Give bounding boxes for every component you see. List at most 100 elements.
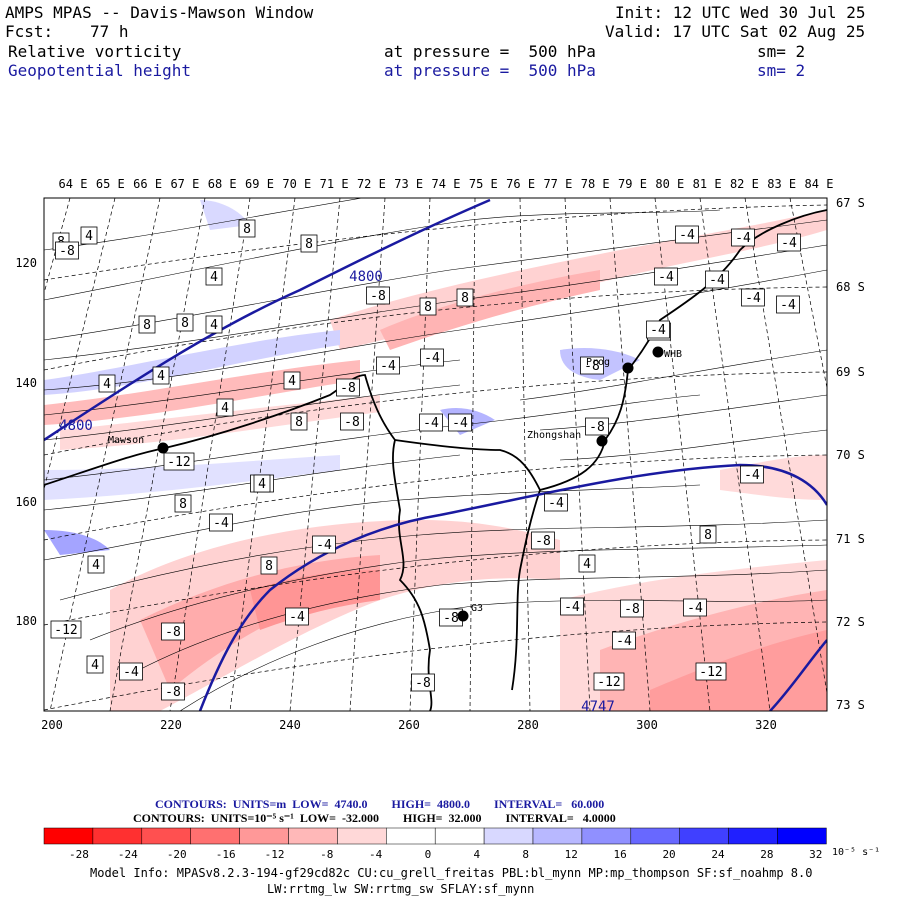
vorticity-label-text: -8 xyxy=(165,685,181,700)
vorticity-label-text: 8 xyxy=(424,300,432,315)
vorticity-contour-label: -4 xyxy=(420,348,444,367)
vorticity-contour-label: 8 xyxy=(699,525,717,544)
vorticity-label-box xyxy=(50,620,82,639)
station-dot xyxy=(596,435,608,447)
station-dot xyxy=(157,442,169,454)
top-axis-label: 79 E xyxy=(618,177,647,191)
vorticity-label-box xyxy=(119,662,143,681)
vorticity-label-text: -4 xyxy=(380,359,396,374)
vorticity-label-box xyxy=(205,315,223,334)
station-markers: Mawson Zhongshan Prog WHB G3 xyxy=(108,346,682,622)
vorticity-contour-label: -12 xyxy=(163,452,195,471)
vorticity-label-text: 8 xyxy=(305,237,313,252)
vorticity-contour-label: 8 xyxy=(260,556,278,575)
plot-area xyxy=(44,198,827,711)
field2-level: at pressure = 500 hPa xyxy=(384,61,596,80)
right-axis-label: 73 S xyxy=(836,698,865,712)
vorticity-label-text: 8 xyxy=(704,528,712,543)
top-axis-label: 77 E xyxy=(543,177,572,191)
station-name: Prog xyxy=(586,357,610,368)
vorticity-label-box xyxy=(80,226,98,245)
vorticity-contour-label: -4 xyxy=(285,607,309,626)
vorticity-label-text: -4 xyxy=(679,228,695,243)
colorbar-swatch xyxy=(434,827,485,845)
vorticity-label-box xyxy=(695,662,727,681)
vorticity-label-text: -12 xyxy=(597,675,620,690)
vorticity-label-text: -4 xyxy=(452,416,468,431)
vorticity-label-box xyxy=(585,417,609,436)
colorbar-swatch xyxy=(679,827,729,845)
vorticity-label-text: 8 xyxy=(243,222,251,237)
vorticity-contour-label: -8 xyxy=(161,682,185,701)
vorticity-label-text: -8 xyxy=(443,611,459,626)
top-axis-label: 81 E xyxy=(693,177,722,191)
vorticity-contour-label: 4 xyxy=(152,366,170,385)
vorticity-label-box xyxy=(312,535,336,554)
vorticity-label-text: -4 xyxy=(658,270,674,285)
top-axis-label: 73 E xyxy=(394,177,423,191)
vorticity-label-box xyxy=(86,655,104,674)
vorticity-label-box xyxy=(776,295,800,314)
vorticity-label-box xyxy=(777,233,801,252)
colorbar: -28 -24 -20 -16 -12 -8 -4 0 4 8 12 16 20 24 28 32 10⁻⁵ s… xyxy=(43,827,880,861)
top-axis-label: 80 E xyxy=(655,177,684,191)
vorticity-label-box xyxy=(285,607,309,626)
colorbar-tick-label: 8 xyxy=(522,848,529,861)
vorticity-label-text: -8 xyxy=(415,676,431,691)
vorticity-label-text: -4 xyxy=(423,416,439,431)
colorbar-tick-label: 4 xyxy=(473,848,480,861)
colorbar-swatch xyxy=(483,827,534,845)
vorticity-label-text: -4 xyxy=(123,665,139,680)
vorticity-label-box xyxy=(238,219,256,238)
vorticity-label-box xyxy=(560,597,584,616)
vorticity-label-box xyxy=(580,356,604,375)
vorticity-label-box xyxy=(161,682,185,701)
vorticity-contour-label: -8 xyxy=(366,286,390,305)
colorbar-swatch xyxy=(43,827,94,845)
vorticity-contour-info: CONTOURS: UNITS=10⁻⁵ s⁻¹ LOW= -32.000 HI… xyxy=(133,811,616,825)
vorticity-contour-label: -4 xyxy=(646,320,670,339)
vorticity-contour-label: -4 xyxy=(705,270,729,289)
vorticity-label-text: -8 xyxy=(59,244,75,259)
colorbar-swatch xyxy=(532,827,583,845)
vorticity-label-box xyxy=(654,267,678,286)
bottom-axis-label: 300 xyxy=(636,718,658,732)
top-axis-label: 71 E xyxy=(320,177,349,191)
height-contour-label: 4747 xyxy=(581,699,615,715)
top-axis-label: 65 E xyxy=(96,177,125,191)
vorticity-contour-label: -4 xyxy=(777,233,801,252)
vorticity-label-text: -4 xyxy=(709,273,725,288)
top-axis-label: 82 E xyxy=(730,177,759,191)
vorticity-label-box xyxy=(174,494,192,513)
colorbar-tick-label: -4 xyxy=(369,848,383,861)
vorticity-label-box xyxy=(216,398,234,417)
colorbar-swatch xyxy=(141,827,191,845)
vorticity-contour-label: -4 xyxy=(654,267,678,286)
vorticity-label-box xyxy=(55,241,79,260)
vorticity-contour-label: -4 xyxy=(119,662,143,681)
vorticity-label-text: -12 xyxy=(699,665,722,680)
station-dot xyxy=(622,362,634,374)
model-info-line2: LW:rrtmg_lw SW:rrtmg_sw SFLAY:sf_mynn xyxy=(267,882,535,896)
vorticity-label-text: 4 xyxy=(103,377,111,392)
vorticity-label-text: -4 xyxy=(650,323,666,338)
top-axis-label: 70 E xyxy=(282,177,311,191)
colorbar-swatch xyxy=(728,827,778,845)
vorticity-label-box xyxy=(419,413,443,432)
vorticity-contour-label: 4 xyxy=(253,474,271,493)
right-axis-label: 72 S xyxy=(836,615,865,629)
vorticity-contour-label: -12 xyxy=(695,662,727,681)
vorticity-label-box xyxy=(336,378,360,397)
right-axis-label: 69 S xyxy=(836,365,865,379)
vorticity-label-text: -4 xyxy=(424,351,440,366)
left-axis-label: 120 xyxy=(15,256,37,270)
vorticity-contour-label: 8 xyxy=(456,288,474,307)
vorticity-contour-label: -4 xyxy=(683,598,707,617)
vorticity-label-box xyxy=(731,228,755,247)
top-axis-label: 76 E xyxy=(506,177,535,191)
vorticity-label-box xyxy=(260,556,278,575)
vorticity-label-text: 8 xyxy=(265,559,273,574)
colorbar-tick-label: 20 xyxy=(662,848,675,861)
vorticity-contour-label: -8 xyxy=(336,378,360,397)
vorticity-label-text: -8 xyxy=(370,289,386,304)
